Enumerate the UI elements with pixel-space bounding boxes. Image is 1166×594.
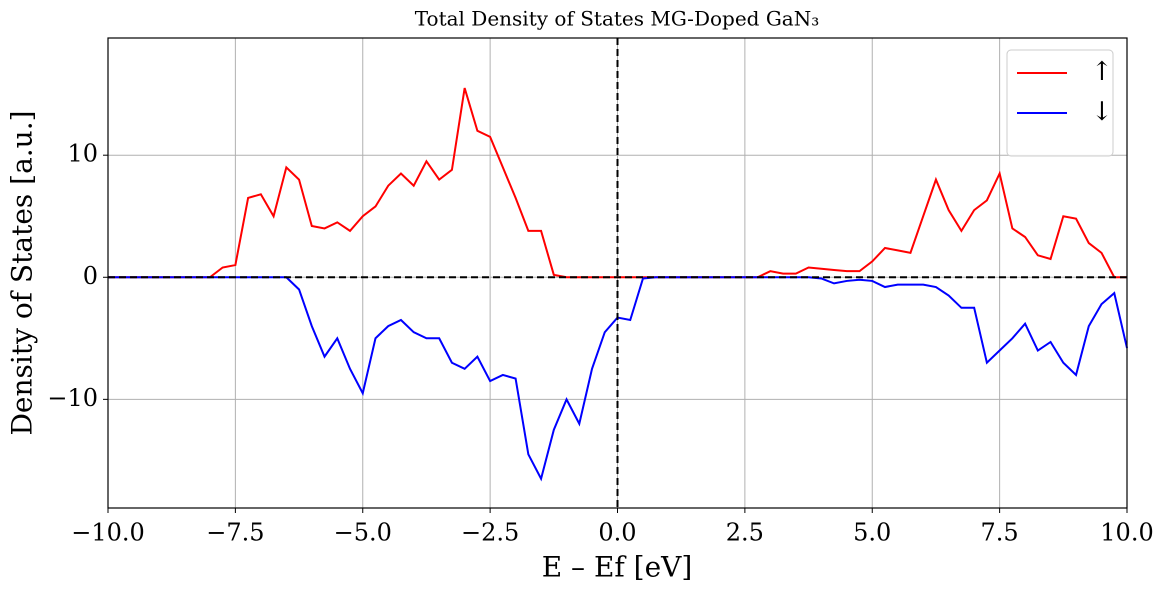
x-tick-label: 0.0 <box>598 519 636 547</box>
legend-box <box>1006 49 1114 157</box>
x-tick-label: 2.5 <box>726 519 764 547</box>
legend: ↑↓ <box>1006 49 1114 157</box>
x-axis-label: E – Ef [eV] <box>542 551 693 584</box>
x-tick-label: −10.0 <box>71 519 145 547</box>
x-tick-label: 10.0 <box>1100 519 1153 547</box>
legend-label: ↑ <box>1091 57 1113 87</box>
x-tick-label: −5.0 <box>334 519 392 547</box>
y-tick-label: −10 <box>47 384 98 412</box>
y-tick-label: 10 <box>67 140 98 168</box>
legend-label: ↓ <box>1091 97 1113 127</box>
plot-frame <box>107 37 1128 509</box>
x-tick-label: −2.5 <box>461 519 519 547</box>
x-tick-label: 5.0 <box>853 519 891 547</box>
x-tick-label: 7.5 <box>981 519 1019 547</box>
x-tick-label: −7.5 <box>206 519 264 547</box>
y-axis-label: Density of States [a.u.] <box>6 110 39 435</box>
y-tick-label: 0 <box>83 262 98 290</box>
chart-title: Total Density of States MG-Doped GaN₃ <box>415 7 819 31</box>
